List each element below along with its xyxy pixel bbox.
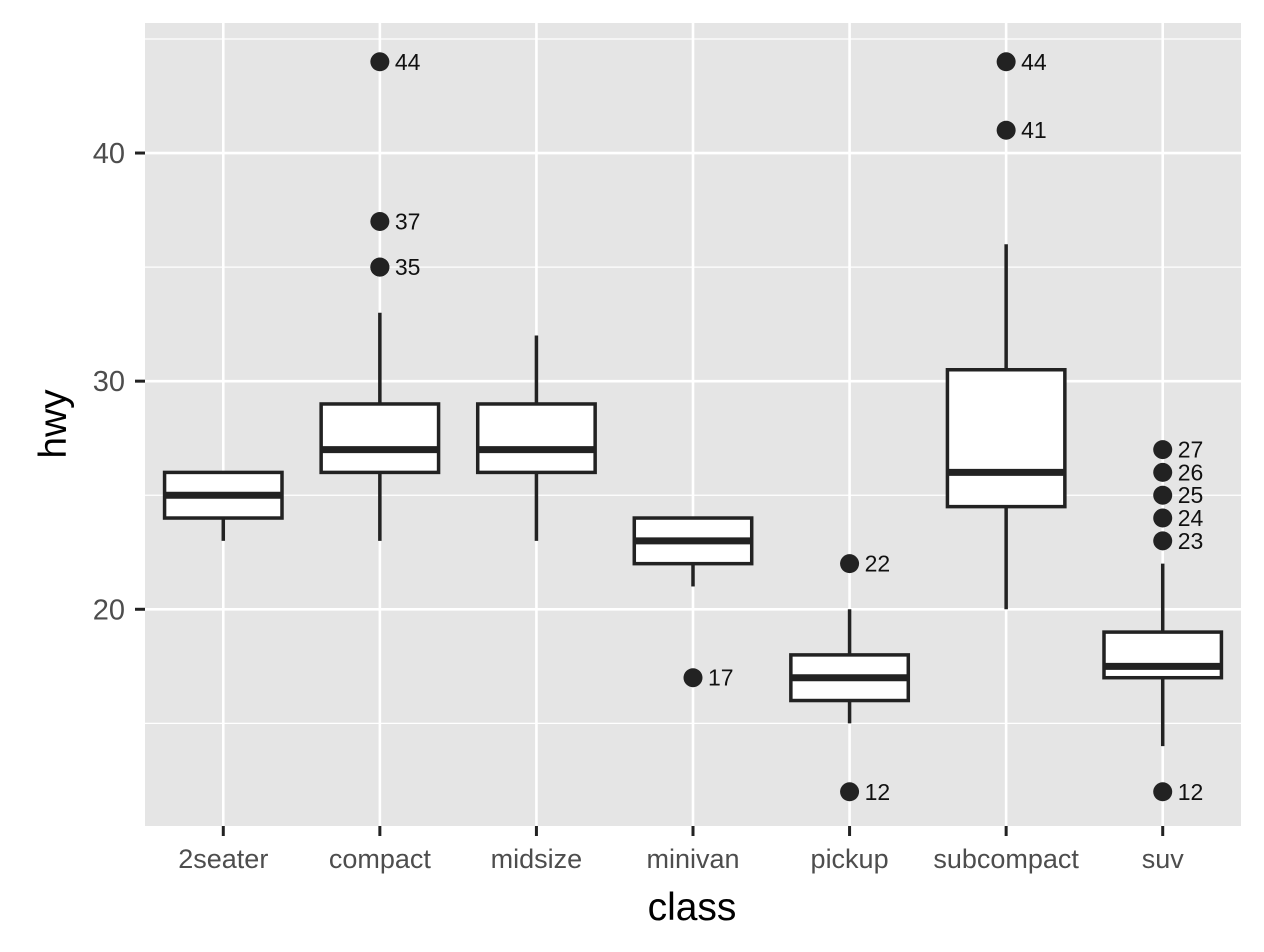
outlier-label: 12 xyxy=(865,779,891,805)
y-tick-label: 40 xyxy=(93,138,125,170)
outlier-point xyxy=(1153,508,1173,528)
outlier-label: 23 xyxy=(1178,528,1204,554)
box-group-midsize xyxy=(475,335,597,541)
outlier-label: 41 xyxy=(1021,117,1047,143)
outlier-label: 26 xyxy=(1178,459,1204,485)
outlier-point xyxy=(370,52,390,72)
box-group-compact: 44 37 35 xyxy=(319,49,441,541)
outlier-label: 27 xyxy=(1178,437,1204,463)
outlier-point xyxy=(840,554,860,574)
box xyxy=(475,402,597,475)
outlier-point xyxy=(1153,531,1173,551)
y-axis: 20 30 40 xyxy=(93,138,145,626)
box-group-pickup: 22 12 xyxy=(789,551,911,805)
y-tick-label: 20 xyxy=(93,594,125,626)
box-group-minivan: 17 xyxy=(632,516,754,691)
y-tick-label: 30 xyxy=(93,366,125,398)
outlier-point xyxy=(683,668,703,688)
outlier-point xyxy=(996,120,1016,140)
outlier-label: 22 xyxy=(865,551,891,577)
outlier-label: 17 xyxy=(708,665,734,691)
box-group-2seater xyxy=(162,470,284,541)
x-tick-label: suv xyxy=(1142,844,1185,874)
y-axis-title: hwy xyxy=(32,389,75,459)
x-tick-label: 2seater xyxy=(178,844,268,874)
outlier-point xyxy=(1153,485,1173,505)
outlier-label: 35 xyxy=(395,254,421,280)
outlier-label: 12 xyxy=(1178,779,1204,805)
outlier-label: 37 xyxy=(395,208,421,234)
outlier-label: 24 xyxy=(1178,505,1204,531)
box xyxy=(319,402,441,475)
outlier-point xyxy=(370,257,390,277)
outlier-label: 44 xyxy=(1021,49,1047,75)
outlier-label: 44 xyxy=(395,49,421,75)
x-axis: 2seater compact midsize minivan pickup subcom… xyxy=(178,826,1184,874)
box xyxy=(945,368,1067,509)
outlier-point xyxy=(1153,782,1173,802)
outlier-point xyxy=(996,52,1016,72)
x-tick-label: compact xyxy=(329,844,432,874)
x-tick-label: minivan xyxy=(646,844,739,874)
box xyxy=(1102,630,1224,680)
x-tick-label: subcompact xyxy=(933,844,1079,874)
x-tick-label: midsize xyxy=(491,844,583,874)
x-axis-title: class xyxy=(648,886,737,929)
outlier-point xyxy=(840,782,860,802)
box-group-subcompact: 44 41 xyxy=(945,49,1067,610)
outlier-label: 25 xyxy=(1178,482,1204,508)
outlier-point xyxy=(1153,440,1173,460)
x-tick-label: pickup xyxy=(811,844,889,874)
outlier-point xyxy=(370,211,390,231)
outlier-point xyxy=(1153,462,1173,482)
